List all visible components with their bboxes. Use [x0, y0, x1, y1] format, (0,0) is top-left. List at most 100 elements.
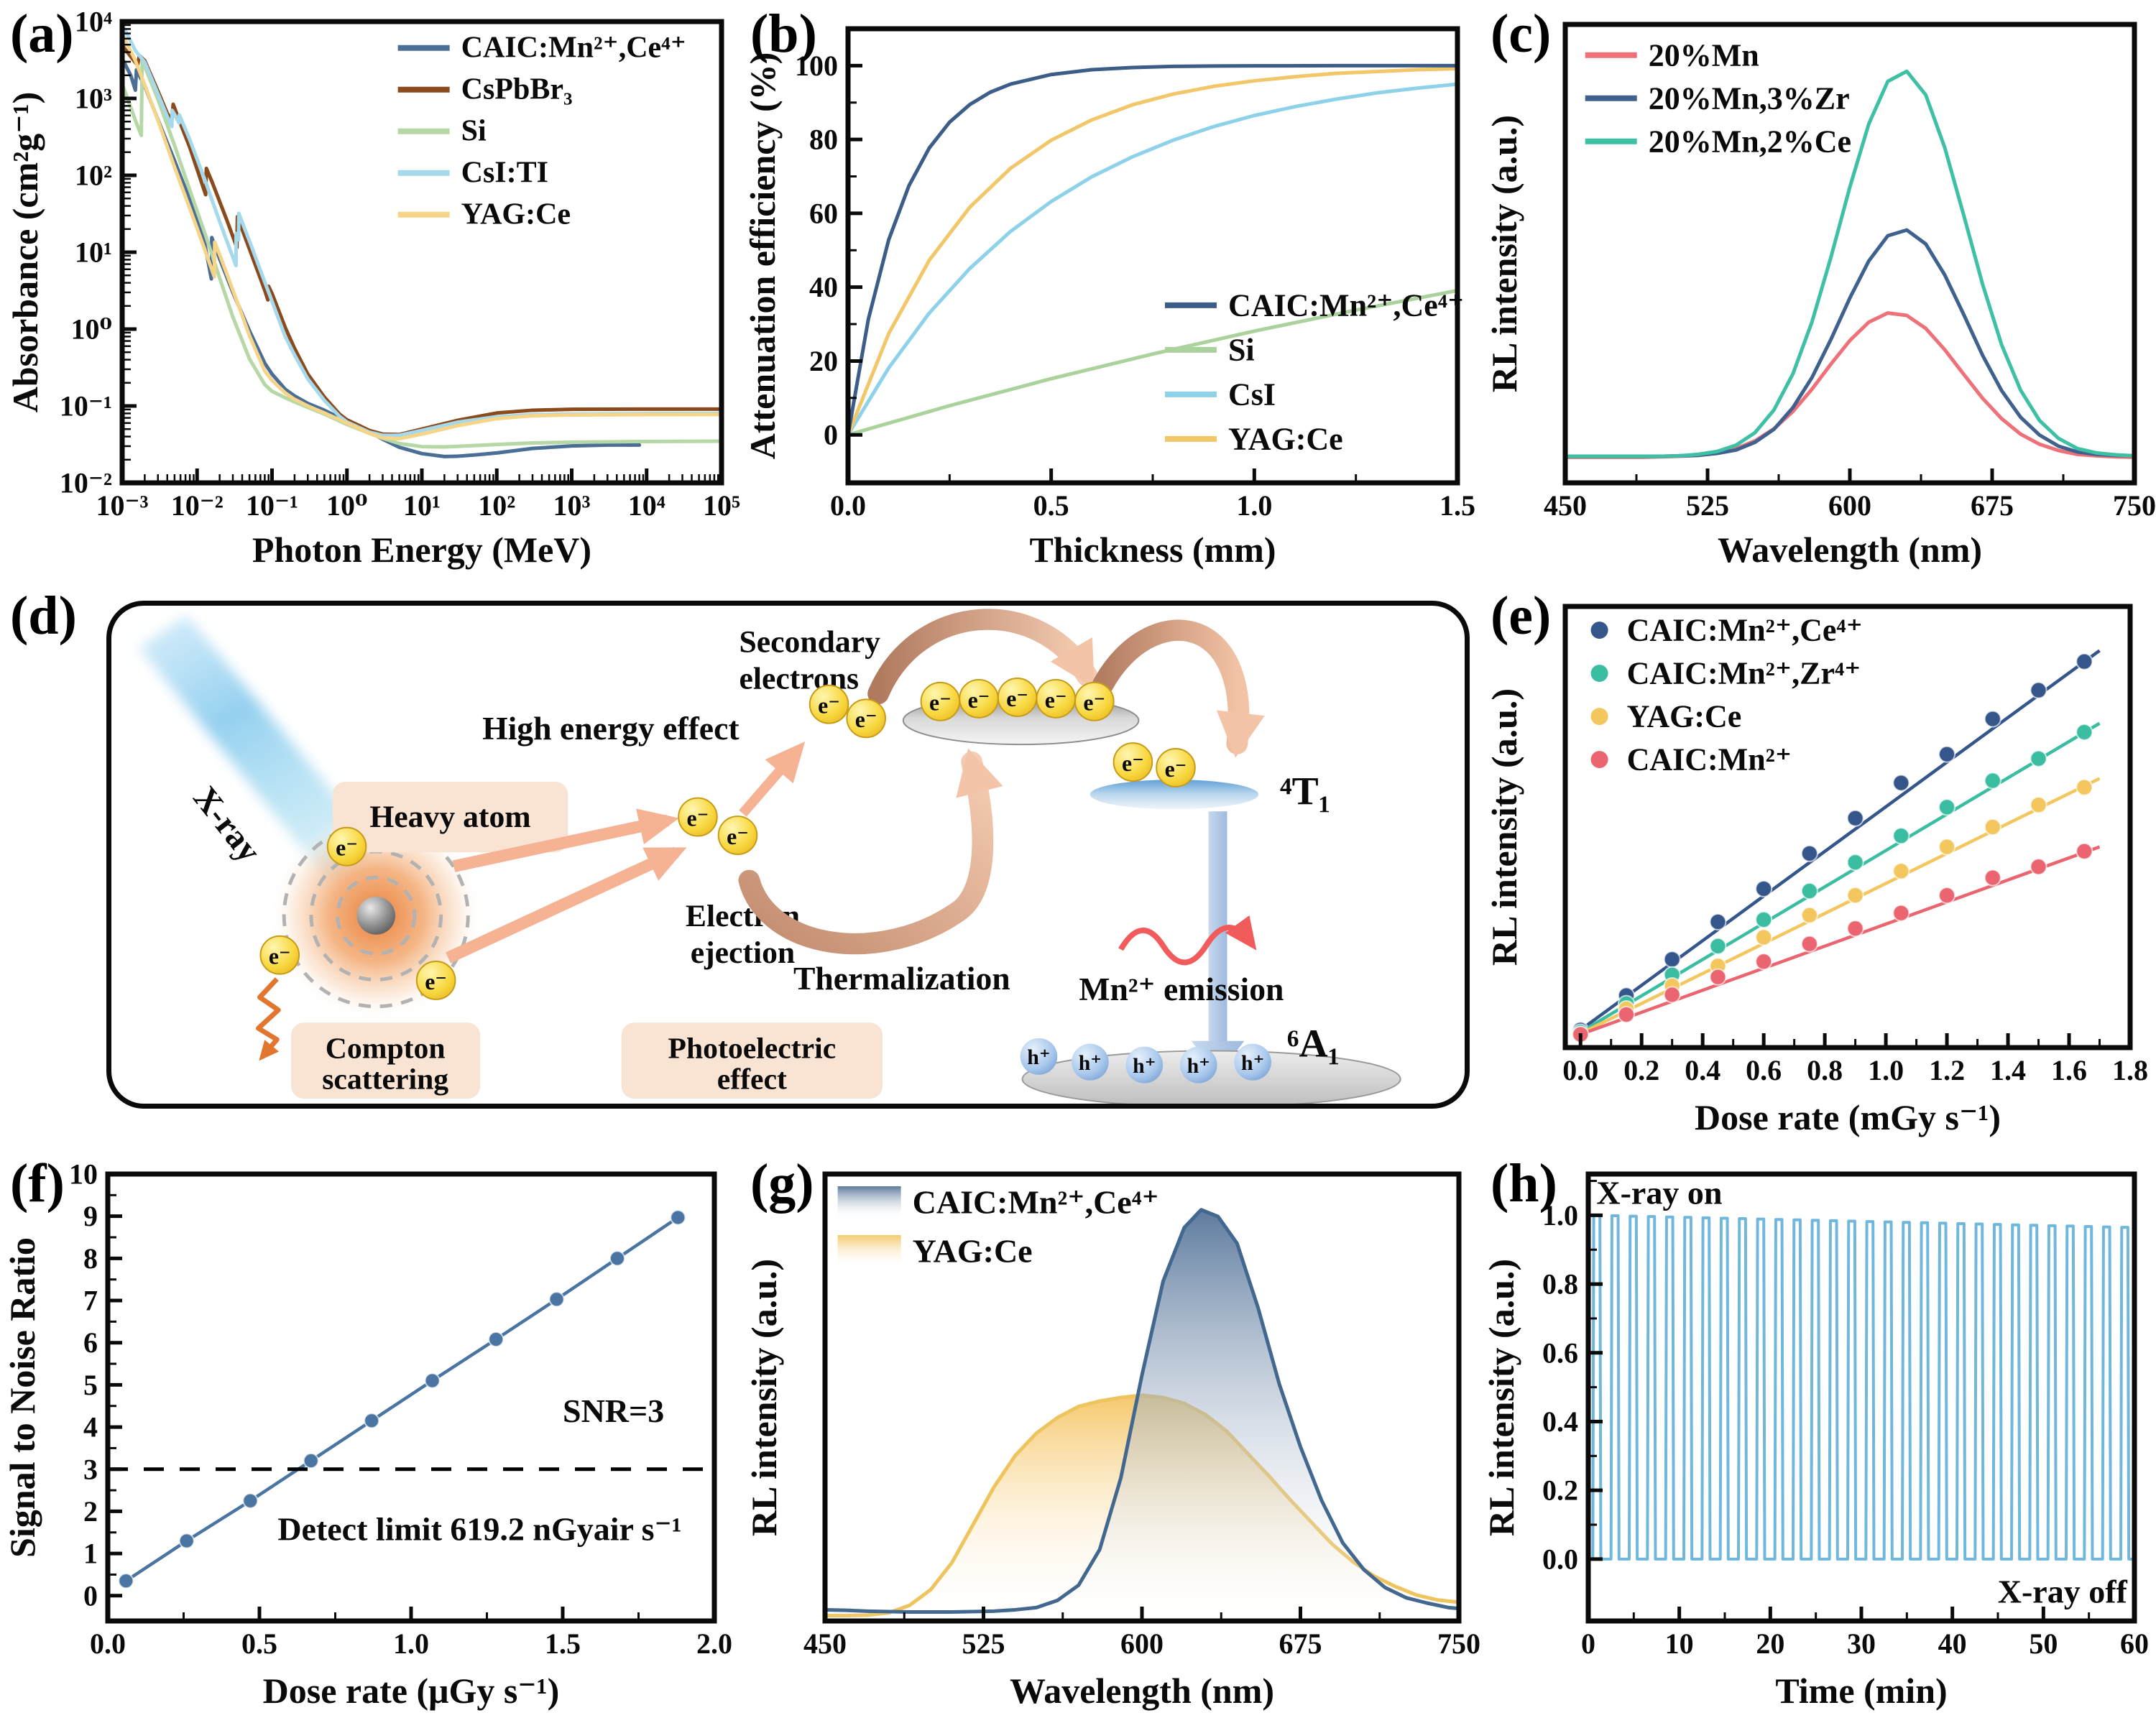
y-axis-label: RL intensity (a.u.) [744, 1259, 784, 1536]
x-tick-label: 750 [2113, 489, 2156, 522]
emission-wave-arrow [1118, 915, 1257, 966]
annotation-text: X-ray on [1596, 1175, 1722, 1211]
panel-letter: (h) [1491, 1153, 1557, 1214]
series-line-1 [825, 1208, 1459, 1615]
chart-xray-absorption: 10⁻³ 10⁻² 10⁻¹ 10⁰ 10¹ 10² 10³ 10⁴ 10⁵ 10⁻² 10⁻¹ 10… [0, 0, 740, 582]
x-tick-label: 600 [1828, 489, 1871, 522]
y-tick-label: 0.6 [1542, 1336, 1578, 1369]
legend-label: CsI [1228, 377, 1276, 412]
x-tick-label: 1.6 [2051, 1054, 2087, 1086]
chart-rl-vs-dose-rate: 0.0 0.2 0.4 0.6 0.8 1.0 1.2 1.4 1.6 1.8 Dose rate … [1480, 582, 2156, 1150]
series-line-2 [848, 66, 1457, 437]
plot-frame [845, 26, 1460, 486]
y-tick-label: 7 [83, 1285, 98, 1317]
plot-frame [1585, 1171, 2137, 1624]
series-line-3 [122, 22, 722, 438]
x-tick-label: 10⁵ [703, 489, 740, 522]
data-point [1663, 986, 1681, 1004]
data-point [1755, 910, 1773, 928]
panel-letter: (b) [750, 4, 817, 64]
y-tick-label: 4 [83, 1411, 98, 1443]
x-tick-label: 1.0 [1236, 489, 1272, 522]
annotation-text: SNR=3 [563, 1392, 664, 1429]
y-tick-label: 0.4 [1542, 1405, 1578, 1438]
legend-label: CAIC:Mn²⁺,Ce⁴⁺ [913, 1183, 1159, 1220]
y-tick-label: 0 [824, 419, 838, 451]
svg-text:h⁺: h⁺ [1133, 1055, 1156, 1078]
x-tick-label: 20 [1756, 1627, 1784, 1660]
chart-svg-f: SNR=3 Detect limit 619.2 nGyair s⁻¹ 0.0 0.5… [2, 1158, 732, 1712]
panel-c: (c) 450 525 600 675 750 Wavelength (nm) RL int… [1480, 0, 2156, 582]
y-tick-label: 8 [83, 1242, 98, 1275]
series-line-0 [124, 1216, 680, 1583]
xray-beam [139, 615, 377, 882]
x-tick-label: 675 [1971, 489, 2014, 522]
t1-disc [1089, 780, 1259, 810]
data-point [2076, 842, 2093, 860]
y-tick-label: 10⁻¹ [60, 390, 112, 422]
x-axis-label: Dose rate (mGy s⁻¹) [1695, 1097, 2001, 1137]
secondary-label-1: Secondary [740, 625, 881, 660]
data-point [1800, 844, 1818, 862]
legend-label: Si [1228, 332, 1255, 367]
svg-text:e⁻: e⁻ [1006, 686, 1028, 711]
svg-text:e⁻: e⁻ [425, 969, 447, 994]
legend-label: CAIC:Mn²⁺,Ce⁴⁺ [1228, 287, 1464, 323]
legend-swatch [1590, 751, 1608, 769]
y-tick-label: 0.8 [1542, 1268, 1578, 1301]
svg-text:e⁻: e⁻ [336, 836, 358, 861]
x-tick-label: 0.0 [830, 489, 866, 522]
heavy-atom-box [332, 782, 568, 853]
y-axis-label: Attenuation efficiency (%) [742, 52, 783, 460]
svg-text:e⁻: e⁻ [1165, 757, 1187, 782]
legend-label: 20%Mn,3%Zr [1649, 80, 1850, 116]
y-tick-label: 10¹ [75, 236, 112, 269]
panel-d-mechanism-diagram: (d) [0, 582, 1480, 1150]
x-tick-label: 450 [1544, 489, 1587, 522]
data-point [1984, 818, 2001, 836]
data-point [1709, 968, 1727, 986]
data-point [2076, 652, 2093, 670]
x-tick-label: 525 [1686, 489, 1729, 522]
data-point [609, 1250, 625, 1267]
panel-e: (e) 0.0 0.2 0.4 0.6 0.8 1.0 1.2 1.4 1.6 1.8 Dose r… [1480, 582, 2156, 1150]
photoelectric-box [621, 1022, 883, 1099]
legend-swatch [1590, 708, 1608, 726]
svg-text:e⁻: e⁻ [1122, 751, 1144, 776]
electron-ejection-label-2: ejection [691, 936, 795, 970]
x-tick-label: 0.5 [1033, 489, 1069, 522]
svg-text:e⁻: e⁻ [855, 707, 877, 732]
svg-text:e⁻: e⁻ [1083, 690, 1105, 716]
legend-label: 20%Mn,2%Ce [1649, 124, 1851, 159]
compton-label-2: scattering [322, 1063, 448, 1096]
data-point [1800, 906, 1818, 924]
series-fit-2 [1580, 777, 2101, 1035]
photoelectric-label-1: Photoelectric [668, 1032, 837, 1065]
panel-letter: (g) [750, 1153, 814, 1214]
data-point [1755, 928, 1773, 946]
data-point [670, 1209, 686, 1226]
chart-rl-spectra-comparison: 450 525 600 675 750 Wavelength (nm) RL intensi… [740, 1150, 1480, 1723]
panel-h: (h) X-ray on X-ray off 0 10 20 30 40 50 60 0.0 0.2… [1480, 1150, 2156, 1723]
x-tick-label: 10⁻² [171, 489, 224, 522]
data-point [1938, 745, 1956, 763]
x-tick-label: 50 [2029, 1627, 2058, 1660]
legend-swatch [1590, 665, 1608, 683]
x-tick-label: 0.4 [1685, 1054, 1720, 1086]
x-tick-label: 60 [2120, 1627, 2149, 1660]
x-tick-label: 600 [1120, 1627, 1164, 1660]
chart-svg-b: 0.0 0.5 1.0 1.5 0 20 40 60 80 100 Thickness (mm) At… [742, 26, 1475, 570]
series-line-4 [122, 32, 722, 441]
data-point [1892, 774, 1910, 792]
data-point [2076, 778, 2093, 796]
data-point [1709, 913, 1727, 931]
legend-label: CAIC:Mn²⁺,Zr⁴⁺ [1627, 656, 1861, 691]
y-tick-label: 0.0 [1542, 1543, 1578, 1575]
x-tick-label: 675 [1279, 1627, 1322, 1660]
mn-emission-label: Mn²⁺ emission [1079, 971, 1284, 1007]
data-point [2030, 796, 2047, 814]
data-point [424, 1372, 441, 1389]
x-tick-label: 525 [962, 1627, 1005, 1660]
mechanism-diagram-box: Heavy atom High energy effect Electron e… [106, 601, 1470, 1109]
y-tick-label: 5 [83, 1369, 98, 1401]
